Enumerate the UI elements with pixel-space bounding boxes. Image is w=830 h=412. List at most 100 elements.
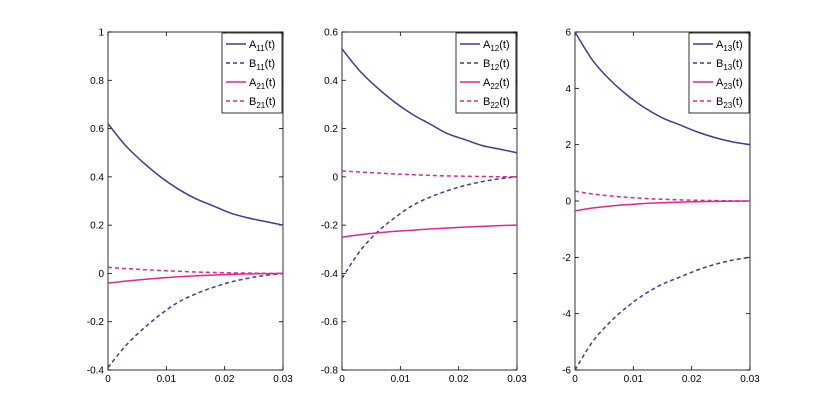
legend-entry: B22(t) <box>483 96 510 110</box>
y-tick-label: 0.4 <box>324 76 338 87</box>
x-tick-label: 0 <box>572 374 578 385</box>
series-line-a11 <box>107 123 284 226</box>
legend-box <box>221 32 283 114</box>
chart-panel-2: 0 0.01 0.02 0.03 -0.8 -0.6 -0.4 -0.2 0 0.2 0.4 0.6 A… <box>321 28 527 386</box>
y-tick-label: -0.4 <box>321 269 339 280</box>
legend-entry: B12(t) <box>483 58 510 72</box>
legend-entry: A12(t) <box>483 39 510 53</box>
x-tick-label: 0.02 <box>449 374 469 385</box>
legend-entry: A13(t) <box>716 39 743 53</box>
legend-entry-suffix: (t) <box>499 77 509 89</box>
legend-entry-base: B <box>249 58 256 70</box>
legend-entry-subscript: 21 <box>256 101 265 110</box>
legend-entry-base: A <box>716 39 724 51</box>
y-tick-label: 0 <box>332 172 338 183</box>
series-line-a21 <box>107 272 284 284</box>
legend-entry-base: B <box>716 96 723 108</box>
series-line-a22 <box>341 224 518 238</box>
y-tick-label: 6 <box>565 28 571 39</box>
legend-entry-suffix: (t) <box>265 58 275 70</box>
y-tick-label: 0 <box>565 197 571 208</box>
y-tick-label: -0.4 <box>87 366 105 377</box>
legend: A13(t)B13(t)A23(t)B23(t) <box>688 32 750 114</box>
legend-entry: B23(t) <box>716 96 743 110</box>
x-tick-label: 0.01 <box>391 374 411 385</box>
x-tick-label: 0 <box>339 374 345 385</box>
series-line-b11 <box>107 272 284 369</box>
legend-entry: A11(t) <box>249 39 275 53</box>
legend-entry-base: A <box>249 39 257 51</box>
legend-entry-subscript: 11 <box>256 63 265 72</box>
x-tick-label: 0.02 <box>215 374 235 385</box>
legend-entry-base: A <box>483 77 491 89</box>
legend-entry-subscript: 23 <box>723 101 732 110</box>
legend-entry-suffix: (t) <box>732 96 742 108</box>
y-tick-label: 1 <box>98 28 104 39</box>
chart-panel-3: 0 0.01 0.02 0.03-6-4-20246A13(t)B13(t)A23(t… <box>562 28 760 386</box>
legend-entry-subscript: 12 <box>490 63 499 72</box>
legend-entry-base: B <box>483 96 490 108</box>
legend-entry-suffix: (t) <box>499 39 509 51</box>
legend-entry-suffix: (t) <box>265 39 275 51</box>
series-line-a23 <box>574 200 751 212</box>
legend-entry-suffix: (t) <box>265 96 275 108</box>
legend-entry: A21(t) <box>249 77 276 91</box>
legend-entry-base: A <box>716 77 724 89</box>
y-tick-label: 0 <box>98 269 104 280</box>
legend-entry-base: B <box>249 96 256 108</box>
legend-entry-base: A <box>249 77 257 89</box>
legend-entry-base: A <box>483 39 491 51</box>
legend-box <box>455 32 517 114</box>
legend-entry: A23(t) <box>716 77 743 91</box>
x-tick-label: 0.03 <box>507 374 527 385</box>
legend-entry-subscript: 13 <box>723 63 732 72</box>
legend-entry-subscript: 13 <box>723 44 732 53</box>
x-tick-label: 0.01 <box>157 374 177 385</box>
y-tick-label: 4 <box>565 84 571 95</box>
legend-entry-suffix: (t) <box>499 58 509 70</box>
legend: A12(t)B12(t)A22(t)B22(t) <box>455 32 517 114</box>
legend-entry-suffix: (t) <box>732 58 742 70</box>
legend-entry: B13(t) <box>716 58 743 72</box>
series-line-b21 <box>107 266 284 275</box>
legend-entry-suffix: (t) <box>499 96 509 108</box>
series-line-a12 <box>341 48 518 154</box>
series-line-a13 <box>574 31 751 146</box>
legend-entry: B21(t) <box>249 96 276 110</box>
legend-entry-subscript: 12 <box>490 44 499 53</box>
y-tick-label: -4 <box>562 309 571 320</box>
y-tick-label: -0.2 <box>321 221 339 232</box>
legend-entry-subscript: 11 <box>256 44 265 53</box>
series-line-b23 <box>574 190 751 202</box>
legend-entry-suffix: (t) <box>732 39 742 51</box>
y-tick-label: 0.6 <box>90 124 104 135</box>
series-line-b22 <box>341 170 518 178</box>
y-tick-label: -2 <box>562 253 571 264</box>
y-tick-label: 0.2 <box>90 221 104 232</box>
legend-entry-suffix: (t) <box>732 77 742 89</box>
series-line-b12 <box>341 176 518 279</box>
y-tick-label: -6 <box>562 366 571 377</box>
legend: A11(t)B11(t)A21(t)B21(t) <box>221 32 283 114</box>
y-tick-label: -0.2 <box>87 317 105 328</box>
chart-panel-1: 0 0.01 0.02 0.03-0.4-0.200.20.40.60.81A11(t… <box>87 28 293 386</box>
legend-entry-base: B <box>483 58 490 70</box>
y-tick-label: 0.8 <box>90 76 104 87</box>
legend-entry: B11(t) <box>249 58 275 72</box>
legend-entry-suffix: (t) <box>265 77 275 89</box>
legend-entry-subscript: 22 <box>490 101 499 110</box>
legend-entry-base: B <box>716 58 723 70</box>
legend-entry-subscript: 21 <box>256 82 265 91</box>
legend-entry-subscript: 23 <box>723 82 732 91</box>
x-tick-label: 0 <box>105 374 111 385</box>
legend-entry: A22(t) <box>483 77 510 91</box>
y-tick-label: 0.4 <box>90 172 104 183</box>
y-tick-label: -0.8 <box>321 366 339 377</box>
y-tick-label: -0.6 <box>321 317 339 328</box>
x-tick-label: 0.01 <box>624 374 644 385</box>
series-line-b13 <box>574 256 751 371</box>
x-tick-label: 0.03 <box>740 374 760 385</box>
x-tick-label: 0.02 <box>682 374 702 385</box>
legend-box <box>688 32 750 114</box>
